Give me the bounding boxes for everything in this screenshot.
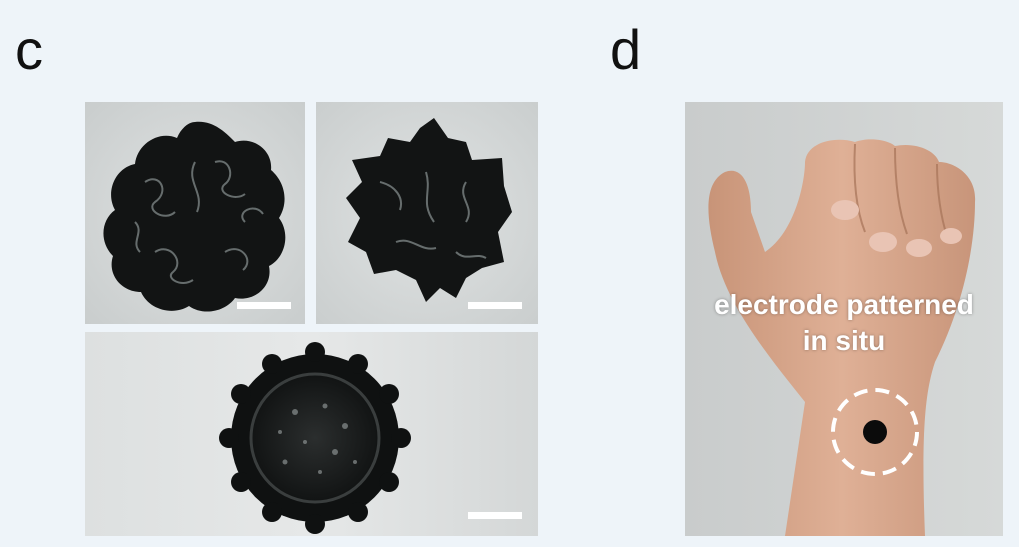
photo-leaf-electrode <box>316 102 538 324</box>
panel-label-d: d <box>610 18 642 81</box>
hand-shape <box>708 139 976 536</box>
photo-wrist-electrode: electrode patterned in situ <box>685 102 1003 536</box>
dashed-highlight-circle <box>831 388 919 476</box>
annotation-line-2: in situ <box>802 325 886 356</box>
panel-label-c: c <box>15 18 43 81</box>
scale-bar <box>237 302 291 309</box>
scale-bar <box>468 512 522 519</box>
scale-bar <box>468 302 522 309</box>
electrode-dot <box>863 420 887 444</box>
annotation-line-1: electrode patterned <box>714 289 974 320</box>
photo-flower-electrode <box>85 102 305 324</box>
flower-electrode-shape <box>103 121 286 312</box>
gear-electrode-shape <box>219 342 411 534</box>
photo-gear-electrode <box>85 332 538 536</box>
